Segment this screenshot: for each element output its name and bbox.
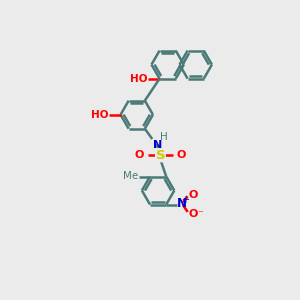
Text: O: O [189, 209, 198, 219]
Text: N: N [177, 197, 187, 211]
Text: HO: HO [91, 110, 109, 120]
Text: O: O [135, 150, 144, 160]
Text: O: O [177, 150, 186, 160]
Text: N: N [153, 140, 162, 150]
Text: +: + [181, 195, 189, 206]
Text: Me: Me [123, 172, 138, 182]
Text: ⁻: ⁻ [198, 209, 204, 219]
Text: S: S [156, 149, 165, 162]
Text: O: O [189, 190, 198, 200]
Text: HO: HO [130, 74, 148, 84]
Text: H: H [160, 132, 167, 142]
